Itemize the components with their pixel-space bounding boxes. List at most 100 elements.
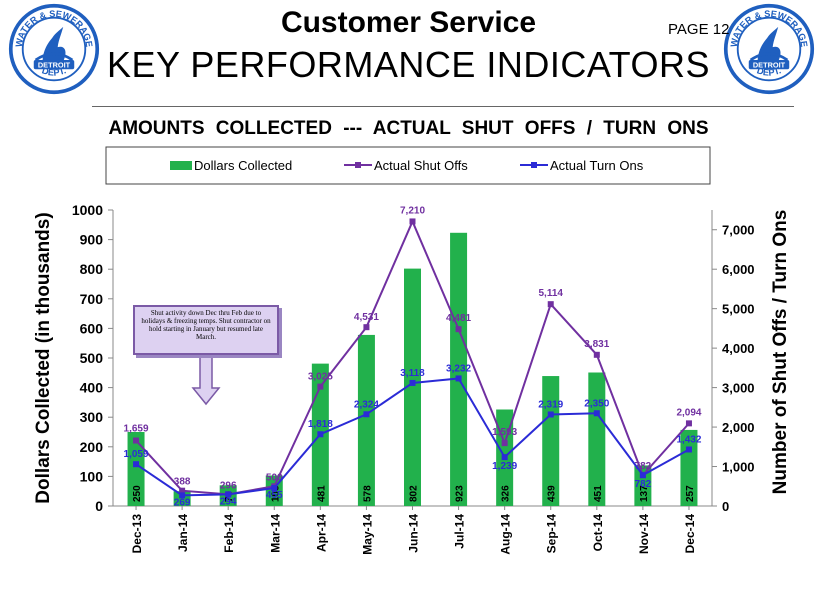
- x-tick-label: Feb-14: [222, 514, 236, 553]
- x-tick-label: Jun-14: [407, 514, 421, 553]
- legend-swatch-dollars-collected: [170, 161, 192, 170]
- legend-marker-turn-ons: [531, 162, 537, 168]
- shut-offs-point: [593, 351, 600, 358]
- x-tick-label: Oct-14: [591, 514, 605, 552]
- y-right-tick-label: 5,000: [722, 302, 755, 317]
- shut-offs-point: [685, 420, 692, 427]
- bar-value-label: 257: [685, 485, 696, 502]
- turn-ons-data-label: 2,319: [538, 399, 563, 410]
- turn-ons-point: [179, 492, 186, 499]
- page-title: Customer Service: [280, 6, 537, 39]
- y-axis-left-label: Dollars Collected (in thousands): [33, 212, 54, 503]
- shut-offs-data-label: 5,114: [538, 288, 563, 299]
- turn-ons-point: [455, 375, 462, 382]
- y-left-tick-label: 300: [80, 409, 104, 425]
- header-divider: [92, 106, 794, 107]
- bar-value-label: 326: [501, 485, 512, 502]
- bar-value-label: 923: [455, 485, 466, 502]
- bar: [634, 465, 652, 506]
- shut-offs-point: [501, 440, 508, 447]
- turn-ons-data-label: 1,818: [308, 419, 333, 430]
- turn-ons-point: [547, 411, 554, 418]
- bar: [357, 334, 375, 506]
- shut-offs-data-label: 1,659: [124, 424, 149, 435]
- bar-value-label: 578: [362, 485, 373, 502]
- bar: [680, 429, 698, 506]
- turn-ons-point: [501, 454, 508, 461]
- turn-ons-data-label: 3,118: [400, 368, 425, 379]
- x-tick-label: Apr-14: [314, 514, 328, 552]
- x-tick-label: Jul-14: [453, 514, 467, 549]
- chart-title: AMOUNTS COLLECTED --- ACTUAL SHUT OFFS /…: [108, 118, 709, 139]
- turn-ons-data-label: 3,232: [446, 363, 471, 374]
- dwsd-logo-left: DETROIT WATER & SEWERAGE DEPT.: [8, 3, 100, 95]
- bar-value-label: 439: [547, 485, 558, 502]
- y-right-tick-label: 4,000: [722, 341, 755, 356]
- turn-ons-point: [363, 411, 370, 418]
- svg-text:DEPT.: DEPT.: [41, 65, 68, 77]
- page-number: PAGE 12: [668, 21, 730, 38]
- y-left-tick-label: 800: [80, 261, 104, 277]
- annotation-callout: Shut activity down Dec thru Feb due to h…: [133, 305, 279, 355]
- x-tick-label: Sep-14: [545, 514, 559, 554]
- turn-ons-data-label: 294: [220, 496, 237, 507]
- turn-ons-data-label: 269: [174, 497, 191, 508]
- shut-offs-data-label: 782: [635, 461, 652, 472]
- turn-ons-data-label: 1,239: [492, 461, 517, 472]
- shut-offs-point: [317, 383, 324, 390]
- y-axis-right-label: Number of Shut Offs / Turn Ons: [770, 210, 791, 495]
- shut-offs-data-label: 2,094: [676, 407, 701, 418]
- legend-marker-shut-offs: [355, 162, 361, 168]
- y-right-tick-label: 1,000: [722, 460, 755, 475]
- y-left-tick-label: 600: [80, 320, 104, 336]
- page-subtitle: KEY PERFORMANCE INDICATORS: [106, 44, 711, 85]
- legend-label-dollars-collected: Dollars Collected: [194, 158, 292, 173]
- y-left-tick-label: 100: [80, 468, 104, 484]
- shut-offs-data-label: 4,531: [354, 312, 379, 323]
- shut-offs-data-label: 7,210: [400, 205, 425, 216]
- svg-text:DETROIT: DETROIT: [753, 60, 786, 69]
- bar-value-label: 481: [316, 485, 327, 502]
- turn-ons-point: [685, 446, 692, 453]
- bar: [404, 268, 421, 506]
- legend-box: [105, 146, 711, 185]
- y-right-tick-label: 6,000: [722, 262, 755, 277]
- legend-label-shut-offs: Actual Shut Offs: [374, 158, 468, 173]
- turn-ons-point: [317, 431, 324, 438]
- legend-label-turn-ons: Actual Turn Ons: [550, 158, 644, 173]
- x-tick-label: Nov-14: [637, 514, 651, 554]
- shut-offs-data-label: 296: [220, 480, 237, 491]
- bar-value-label: 137: [639, 485, 650, 502]
- turn-ons-data-label: 455: [266, 490, 283, 501]
- turn-ons-point: [639, 472, 646, 479]
- shut-offs-data-label: 4,481: [446, 313, 471, 324]
- shut-offs-point: [547, 301, 554, 308]
- turn-ons-point: [409, 379, 416, 386]
- bar-value-label: 250: [132, 485, 143, 502]
- shut-offs-point: [179, 487, 186, 494]
- bar: [588, 372, 606, 506]
- shut-offs-data-label: 500: [266, 472, 283, 483]
- y-left-tick-label: 0: [95, 498, 103, 514]
- turn-ons-point: [271, 485, 278, 492]
- y-left-tick-label: 900: [80, 232, 104, 248]
- bar: [542, 376, 560, 506]
- svg-text:DETROIT: DETROIT: [38, 60, 71, 69]
- x-tick-label: May-14: [360, 514, 374, 555]
- x-tick-label: Dec-14: [683, 514, 697, 554]
- x-tick-label: Mar-14: [268, 514, 282, 553]
- x-tick-label: Aug-14: [499, 514, 513, 555]
- bar-value-label: 451: [593, 485, 604, 502]
- y-right-tick-label: 3,000: [722, 381, 755, 396]
- x-tick-label: Jan-14: [176, 514, 190, 552]
- turn-ons-data-label: 1,432: [676, 434, 701, 445]
- shut-offs-point: [409, 218, 416, 225]
- turn-ons-data-label: 1,059: [124, 449, 149, 460]
- bar-value-label: 103: [270, 485, 281, 502]
- bar-value-label: 802: [409, 485, 420, 502]
- turn-ons-point: [593, 410, 600, 417]
- turn-ons-data-label: 2,350: [584, 398, 609, 409]
- shut-offs-point: [133, 437, 140, 444]
- x-tick-label: Dec-13: [130, 514, 144, 554]
